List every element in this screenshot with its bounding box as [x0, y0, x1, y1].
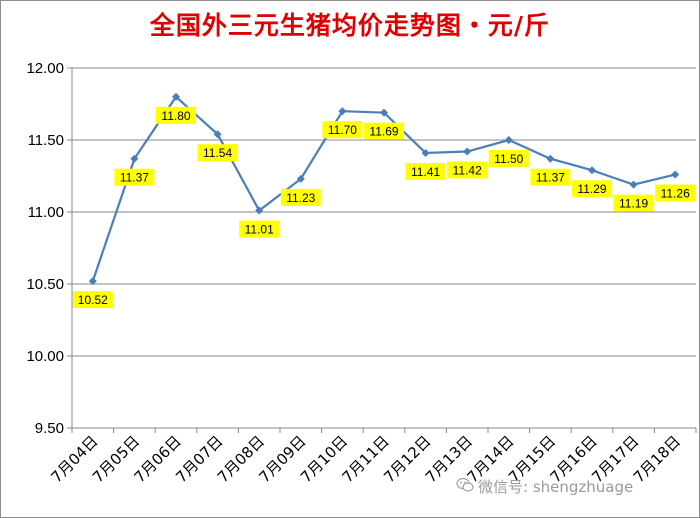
y-tick-label: 10.00 [26, 348, 64, 365]
y-tick-label: 12.00 [26, 60, 64, 77]
data-label-box [72, 291, 113, 309]
data-label: 10.52 [78, 293, 108, 307]
y-tick-label: 9.50 [35, 420, 64, 437]
data-point [588, 166, 596, 175]
data-label: 11.37 [536, 171, 565, 185]
data-label: 11.41 [411, 165, 440, 179]
data-label: 11.54 [203, 146, 232, 160]
data-label: 11.80 [161, 109, 190, 123]
data-label: 11.29 [577, 182, 606, 196]
data-point [546, 154, 555, 163]
data-point [380, 108, 388, 117]
data-point [338, 107, 347, 116]
data-label-box [280, 188, 321, 206]
data-label-box [114, 168, 155, 186]
data-label-box [156, 106, 196, 124]
data-label-box [488, 150, 529, 167]
watermark-text: 微信号: shengzhuage [478, 478, 634, 496]
data-label-box [530, 168, 571, 186]
data-point [629, 180, 638, 189]
data-point [296, 174, 305, 183]
data-label-box [613, 194, 654, 212]
y-tick-label: 11.50 [28, 132, 64, 149]
data-label: 11.50 [494, 152, 523, 166]
data-point [671, 170, 680, 179]
data-point [504, 136, 513, 144]
data-label: 11.19 [619, 197, 648, 211]
data-point [88, 277, 97, 286]
data-label: 11.26 [661, 187, 690, 201]
data-point [213, 130, 222, 139]
data-label-box [447, 161, 488, 179]
data-point [130, 154, 139, 163]
data-point [463, 147, 472, 156]
data-label: 11.70 [328, 123, 357, 137]
data-label-box [655, 184, 696, 202]
axes [67, 67, 697, 433]
gridlines [72, 67, 696, 429]
y-tick-label: 10.50 [26, 276, 64, 293]
data-labels: 10.52 11.37 11.80 11.54 11.01 11.23 11.70 11.69… [72, 106, 696, 309]
data-label: 11.69 [369, 125, 398, 139]
y-tick-labels: 9.50 10.00 10.50 11.00 11.50 12.00 [26, 60, 64, 437]
data-label-box [239, 220, 280, 238]
data-point [172, 92, 180, 101]
data-label: 11.42 [453, 164, 482, 178]
data-label-box [364, 122, 404, 140]
data-point [255, 206, 264, 215]
data-point [421, 148, 430, 157]
chart-title: 全国外三元生猪均价走势图・元/斤 [149, 11, 551, 40]
data-label: 11.37 [120, 171, 149, 185]
y-tick-label: 11.00 [28, 204, 64, 221]
data-label-box [197, 144, 238, 162]
x-tick-label: 7月18日 [630, 432, 684, 486]
wechat-icon [456, 477, 474, 492]
data-label: 11.01 [245, 223, 274, 237]
data-label-box [322, 121, 363, 139]
data-label-box [572, 180, 612, 198]
data-label: 11.23 [286, 191, 315, 205]
data-label-box [405, 162, 446, 180]
